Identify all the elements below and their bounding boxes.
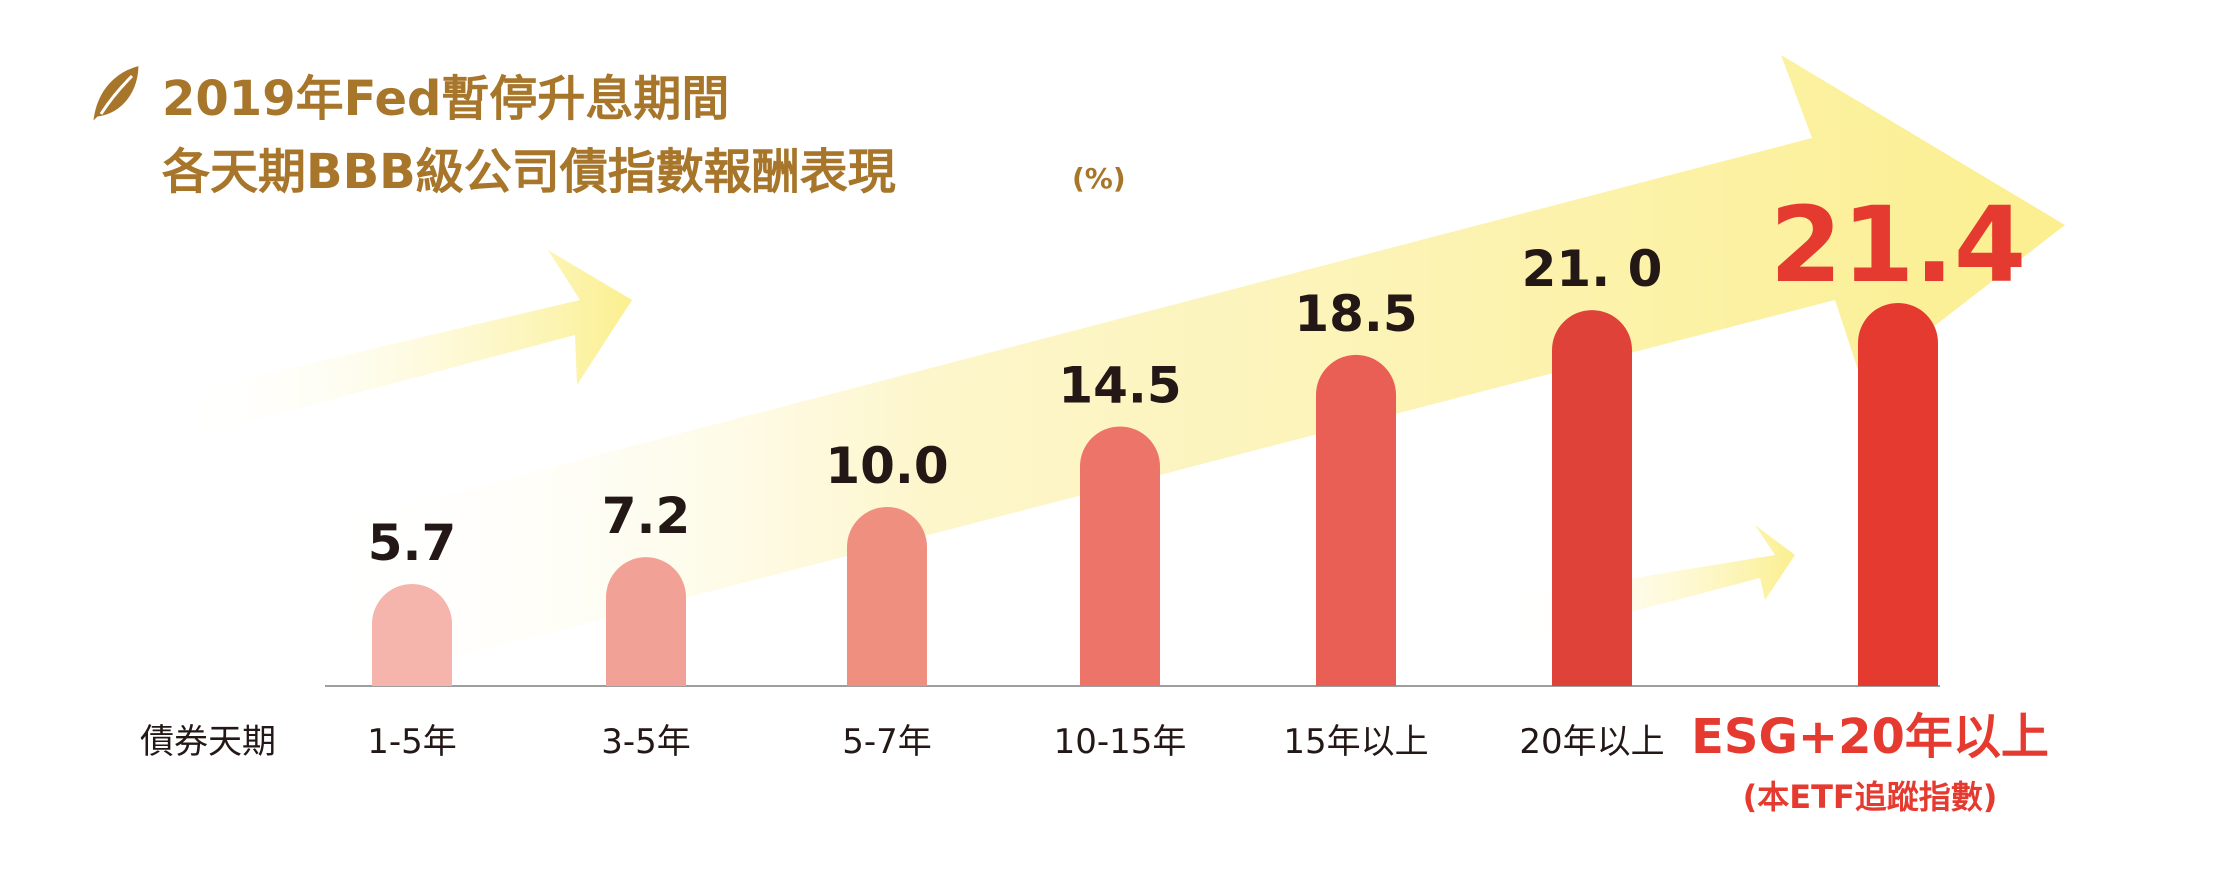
value-label-2: 7.2 (602, 487, 691, 545)
category-label-4: 10-15年 (1054, 722, 1187, 762)
chart-title-line1: 2019年Fed暫停升息期間 (162, 71, 729, 127)
value-label-1: 5.7 (368, 514, 457, 572)
value-labels: 5.7 7.2 10.0 14.5 18.5 21. 0 21.4 (368, 184, 2027, 572)
small-trend-arrow-right (1500, 525, 1795, 645)
category-label-6: 20年以上 (1519, 722, 1664, 762)
category-label-2: 3-5年 (601, 722, 691, 762)
bar-3 (847, 507, 927, 686)
value-label-7: 21.4 (1770, 184, 2027, 306)
bars (372, 302, 1938, 686)
bar-4 (1080, 426, 1160, 686)
category-label-3: 5-7年 (842, 722, 932, 762)
value-label-3: 10.0 (825, 437, 948, 495)
bar-6 (1552, 310, 1632, 686)
chart-unit: (%) (1072, 162, 1126, 195)
category-label-5: 15年以上 (1283, 722, 1428, 762)
value-label-4: 14.5 (1058, 356, 1181, 414)
bar-5 (1316, 354, 1396, 686)
big-trend-arrow (310, 55, 2065, 690)
category-label-1: 1-5年 (367, 722, 457, 762)
value-label-6: 21. 0 (1522, 240, 1663, 298)
x-axis-label: 債券天期 (140, 722, 276, 762)
bar-2 (606, 557, 686, 686)
small-trend-arrow-left (175, 250, 632, 440)
bar-7 (1858, 302, 1938, 686)
value-label-5: 18.5 (1294, 285, 1417, 343)
chart-header: 2019年Fed暫停升息期間 各天期BBB級公司債指數報酬表現 (%) (90, 62, 1126, 200)
leaf-icon (90, 62, 142, 126)
chart-title-line2: 各天期BBB級公司債指數報酬表現 (162, 144, 896, 200)
bar-1 (372, 583, 452, 686)
category-label-7: ESG+20年以上 (1691, 709, 2049, 765)
category-labels: 1-5年 3-5年 5-7年 10-15年 15年以上 20年以上 ESG+20年以上 (367, 709, 2049, 765)
highlight-sublabel: (本ETF追蹤指數) (1743, 778, 1998, 816)
